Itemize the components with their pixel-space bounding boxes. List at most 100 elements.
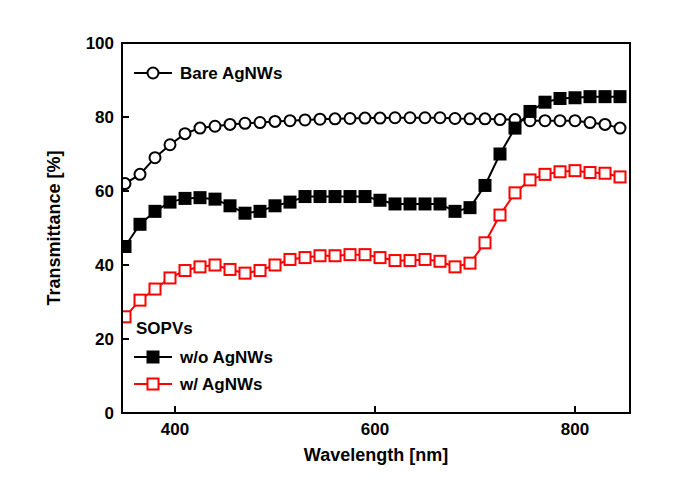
- series-marker: [315, 250, 326, 261]
- series-marker: [420, 198, 431, 209]
- series-marker: [375, 195, 386, 206]
- x-tick: [374, 406, 376, 413]
- series-marker: [165, 272, 176, 283]
- y-tick: [122, 190, 129, 192]
- series-marker: [255, 117, 266, 128]
- series-marker: [570, 165, 581, 176]
- series-marker: [225, 200, 236, 211]
- series-marker: [210, 121, 221, 132]
- series-marker: [285, 197, 296, 208]
- series-marker: [450, 206, 461, 217]
- series-marker: [420, 112, 431, 123]
- series-marker: [135, 219, 146, 230]
- series-marker: [600, 168, 611, 179]
- series-line: [125, 118, 620, 184]
- legend-entry: Bare AgNWs: [134, 64, 282, 83]
- series-marker: [360, 249, 371, 260]
- series-marker: [480, 237, 491, 248]
- series-marker: [315, 114, 326, 125]
- plot-area: [122, 91, 626, 322]
- series-marker: [495, 114, 506, 125]
- series-marker: [255, 265, 266, 276]
- y-tick: [122, 338, 129, 340]
- series-marker: [375, 113, 386, 124]
- y-tick-label: 60: [95, 182, 114, 201]
- series-marker: [390, 112, 401, 123]
- legend-label: w/o AgNWs: [179, 348, 273, 367]
- series-line: [125, 97, 620, 247]
- series-marker: [540, 115, 551, 126]
- series-line: [125, 171, 620, 317]
- series-marker: [435, 112, 446, 123]
- x-tick-label: 600: [361, 420, 389, 439]
- series-marker: [540, 169, 551, 180]
- series-marker: [405, 255, 416, 266]
- series-marker: [480, 113, 491, 124]
- series-marker: [225, 119, 236, 130]
- series-marker: [210, 194, 221, 205]
- series-marker: [465, 258, 476, 269]
- y-tick: [122, 116, 129, 118]
- legend-entry: w/ AgNWs: [134, 375, 262, 394]
- series-marker: [465, 202, 476, 213]
- series-marker: [435, 256, 446, 267]
- legend-marker: [148, 68, 159, 79]
- legend-entry: w/o AgNWs: [134, 348, 273, 367]
- series-marker: [150, 284, 161, 295]
- series-marker: [180, 265, 191, 276]
- y-axis-label: Transmittance [%]: [44, 150, 64, 305]
- series-marker: [615, 91, 626, 102]
- series-marker: [225, 264, 236, 275]
- series-marker: [510, 123, 521, 134]
- series-marker: [555, 93, 566, 104]
- series-marker: [315, 191, 326, 202]
- series-marker: [495, 210, 506, 221]
- series-marker: [122, 311, 131, 322]
- series-marker: [420, 254, 431, 265]
- series-marker: [390, 255, 401, 266]
- series-marker: [360, 191, 371, 202]
- series-marker: [300, 252, 311, 263]
- x-tick-label: 400: [161, 420, 189, 439]
- series-marker: [165, 197, 176, 208]
- y-tick-label: 20: [95, 330, 114, 349]
- series-marker: [540, 97, 551, 108]
- series-marker: [360, 113, 371, 124]
- y-tick-label: 0: [105, 404, 114, 423]
- series-marker: [285, 254, 296, 265]
- series-marker: [300, 191, 311, 202]
- series-marker: [122, 178, 131, 189]
- series-marker: [405, 198, 416, 209]
- series-marker: [150, 206, 161, 217]
- series-marker: [240, 208, 251, 219]
- x-tick: [174, 406, 176, 413]
- y-tick-label: 100: [86, 34, 114, 53]
- series-marker: [300, 114, 311, 125]
- series-marker: [600, 91, 611, 102]
- series-marker: [330, 250, 341, 261]
- series-marker: [555, 115, 566, 126]
- x-axis-label: Wavelength [nm]: [304, 445, 448, 465]
- series-marker: [600, 119, 611, 130]
- series-marker: [525, 174, 536, 185]
- series-marker: [135, 295, 146, 306]
- series-marker: [555, 166, 566, 177]
- chart: 400600800020406080100Wavelength [nm]Tran…: [0, 0, 673, 497]
- y-tick-label: 40: [95, 256, 114, 275]
- series-marker: [390, 198, 401, 209]
- series-marker: [405, 112, 416, 123]
- series-marker: [585, 167, 596, 178]
- series-marker: [122, 241, 131, 252]
- series-marker: [270, 260, 281, 271]
- series-marker: [585, 117, 596, 128]
- legend-label: Bare AgNWs: [180, 64, 282, 83]
- series-marker: [525, 106, 536, 117]
- series-marker: [135, 169, 146, 180]
- series-marker: [465, 113, 476, 124]
- series-marker: [495, 149, 506, 160]
- plot-frame: [122, 43, 630, 413]
- legend-marker: [148, 379, 159, 390]
- series-marker: [195, 192, 206, 203]
- series-marker: [180, 128, 191, 139]
- series-marker: [615, 123, 626, 134]
